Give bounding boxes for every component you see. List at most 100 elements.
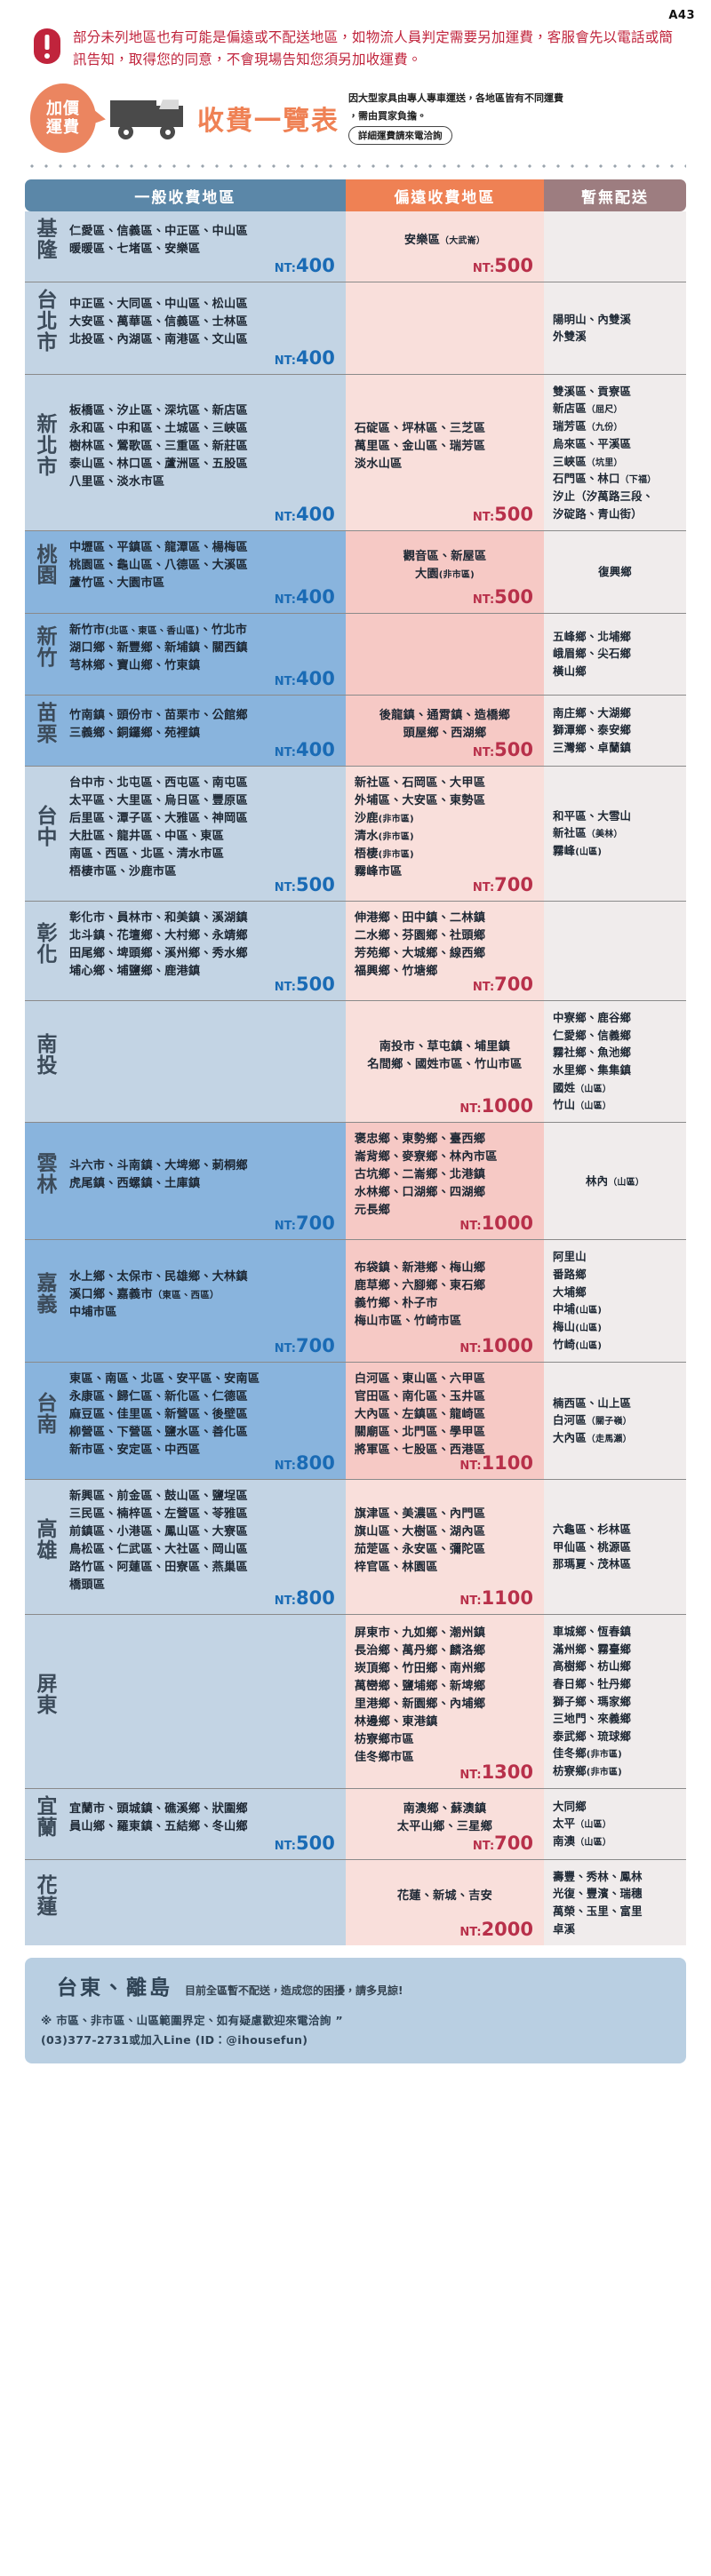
table-row: 桃園 中壢區、平鎮區、龍潭區、楊梅區 桃園區、龜山區、八德區、大溪區 蘆竹區、大園市區… xyxy=(25,531,686,614)
normal-price: NT:400 xyxy=(274,667,335,689)
province-label: 高雄 xyxy=(36,1518,58,1563)
bubble-line-2: 運費 xyxy=(46,118,80,138)
banner-desc-line-2: ，需由買家負擔。 xyxy=(348,109,427,122)
cell-remote-area: 石碇區、坪林區、三芝區 萬里區、金山區、瑞芳區 淡水山區 NT:500 xyxy=(345,374,545,531)
remote-price: NT:700 xyxy=(472,974,534,996)
remote-area-list: 伸港鄉、田中鎮、二林鎮 二水鄉、芬園鄉、社頭鄉 芳苑鄉、大城鄉、線西鄉 福興鄉、竹塘鄉 xyxy=(354,910,486,979)
province-label: 南投 xyxy=(36,1032,58,1077)
cell-remote-area: 伸港鄉、田中鎮、二林鎮 二水鄉、芬園鄉、社頭鄉 芳苑鄉、大城鄉、線西鄉 福興鄉、竹塘鄉… xyxy=(345,901,545,1001)
cell-no-delivery-area: 壽豐、秀林、鳳林 光復、豐濱、瑞穗 萬榮、玉里、富里 卓溪 xyxy=(544,1859,686,1946)
remote-price: NT:1000 xyxy=(459,1095,534,1117)
contact-pill[interactable]: 詳細運費請來電洽詢 xyxy=(348,126,452,146)
remote-area-list: 布袋鎮、新港鄉、梅山鄉 鹿草鄉、六腳鄉、東石鄉 義竹鄉、朴子市 梅山市區、竹崎市區 xyxy=(354,1260,486,1329)
province-label: 苗栗 xyxy=(36,701,58,746)
normal-area-list: 台中市、北屯區、西屯區、南屯區 太平區、大里區、烏日區、豐原區 后里區、潭子區、大雅… xyxy=(69,775,248,879)
table-row: 新竹 新竹市(北區、東區、香山區)、竹北市 湖口鄉、新豐鄉、新埔鎮、關西鎮 芎林鄉、寶… xyxy=(25,613,686,696)
normal-price: NT:400 xyxy=(274,504,335,526)
cell-no-delivery-area: 五峰鄉、北埔鄉 峨眉鄉、尖石鄉 橫山鄉 xyxy=(544,613,686,695)
cell-no-delivery-area: 雙溪區、貢寮區 新店區（屈尺） 瑞芳區（九份） 烏來區、平溪區 三峽區（坑里） 石門區、林… xyxy=(544,374,686,531)
remote-area-list: 新社區、石岡區、大甲區 外埔區、大安區、東勢區 沙鹿(非市區) 清水(非市區) 梧棲(非… xyxy=(354,775,486,879)
table-row: 新北市 板橋區、汐止區、深坑區、新店區 永和區、中和區、土城區、三峽區 樹林區、鶯歌區… xyxy=(25,374,686,532)
normal-area-list: 斗六市、斗南鎮、大埤鄉、莿桐鄉 虎尾鎮、西螺鎮、土庫鎮 xyxy=(69,1159,248,1191)
remote-price: NT:1300 xyxy=(459,1761,534,1784)
province-label: 新竹 xyxy=(36,624,58,670)
no-delivery-area-list: 六龜區、杉林區 甲仙區、桃源區 那瑪夏、茂林區 xyxy=(553,1523,632,1571)
province-label: 新北市 xyxy=(36,413,58,479)
cell-no-delivery-area: 南庄鄉、大湖鄉 獅潭鄉、泰安鄉 三灣鄉、卓蘭鎮 xyxy=(544,695,686,766)
dotted-divider xyxy=(25,163,686,170)
normal-area-list: 東區、南區、北區、安平區、安南區 永康區、歸仁區、新化區、仁德區 麻豆區、佳里區、新… xyxy=(69,1371,260,1457)
table-row: 台北市 中正區、大同區、中山區、松山區 大安區、萬華區、信義區、士林區 北投區、內湖區… xyxy=(25,282,686,375)
table-row: 南投 南投市、草屯鎮、埔里鎮 名間鄉、國姓市區、竹山市區 NT:1000 中寮鄉、鹿谷鄉… xyxy=(25,1001,686,1124)
no-delivery-area-list: 復興鄉 xyxy=(598,565,632,579)
cell-remote-area: 布袋鎮、新港鄉、梅山鄉 鹿草鄉、六腳鄉、東石鄉 義竹鄉、朴子市 梅山市區、竹崎市區 NT… xyxy=(345,1240,545,1362)
table-body: 基隆 仁愛區、信義區、中正區、中山區 暖暖區、七堵區、安樂區 NT:400 安樂區（大武… xyxy=(25,211,686,1946)
cell-normal-area: 屏東 xyxy=(25,1615,346,1789)
cell-remote-area: 安樂區（大武崙） NT:500 xyxy=(345,211,545,282)
truck-wheel-front xyxy=(160,124,175,140)
column-header-remote: 偏遠收費地區 xyxy=(345,179,545,212)
no-delivery-area-list: 林內（山區） xyxy=(586,1173,644,1188)
normal-price: NT:800 xyxy=(274,1451,335,1474)
province-label: 台南 xyxy=(36,1391,58,1436)
remote-area-list: 南投市、草屯鎮、埔里鎮 名間鄉、國姓市區、竹山市區 xyxy=(367,1039,523,1071)
bubble-line-1: 加價 xyxy=(46,99,80,118)
remote-price: NT:500 xyxy=(472,738,534,760)
province-label: 桃園 xyxy=(36,543,58,588)
remote-area-list: 後龍鎮、通霄鎮、造橋鄉 頭屋鄉、西湖鄉 xyxy=(379,708,511,740)
no-delivery-area-list: 和平區、大雪山 新社區（美林） 霧峰(山區) xyxy=(553,808,632,857)
cell-remote-area: 旗津區、美濃區、內門區 旗山區、大樹區、湖內區 茄萣區、永安區、彌陀區 梓官區、林園區… xyxy=(345,1479,545,1615)
cell-normal-area: 桃園 中壢區、平鎮區、龍潭區、楊梅區 桃園區、龜山區、八德區、大溪區 蘆竹區、大園市區… xyxy=(25,531,346,613)
cell-no-delivery-area: 林內（山區） xyxy=(544,1123,686,1240)
province-label: 屏東 xyxy=(36,1673,58,1718)
cell-remote-area: 褒忠鄉、東勢鄉、臺西鄉 崙背鄉、麥寮鄉、林內市區 古坑鄉、二崙鄉、北港鎮 水林鄉、口湖… xyxy=(345,1123,545,1240)
banner-title: 收費一覽表 xyxy=(197,106,340,138)
remote-price: NT:2000 xyxy=(459,1919,534,1941)
cell-no-delivery-area: 車城鄉、恆春鎮 滿州鄉、霧臺鄉 高樹鄉、枋山鄉 春日鄉、牡丹鄉 獅子鄉、瑪家鄉 三地門、來… xyxy=(544,1615,686,1789)
province-label: 台中 xyxy=(36,804,58,849)
notice-banner: 部分未列地區也有可能是偏遠或不配送地區，如物流人員判定需要另加運費，客服會先以電… xyxy=(0,0,711,71)
normal-price: NT:400 xyxy=(274,585,335,608)
province-label: 彰化 xyxy=(36,922,58,966)
cell-normal-area: 台北市 中正區、大同區、中山區、松山區 大安區、萬華區、信義區、士林區 北投區、內湖區… xyxy=(25,282,346,374)
cell-remote-area: 後龍鎮、通霄鎮、造橋鄉 頭屋鄉、西湖鄉 NT:500 xyxy=(345,695,545,766)
surcharge-bubble: 加價 運費 xyxy=(30,83,96,154)
remote-price: NT:700 xyxy=(472,873,534,895)
normal-area-list: 宜蘭市、頭城鎮、礁溪鄉、狀圍鄉 員山鄉、羅東鎮、五結鄉、冬山鄉 xyxy=(69,1801,248,1833)
remote-area-list: 南澳鄉、蘇澳鎮 太平山鄉、三星鄉 xyxy=(396,1801,492,1833)
cell-no-delivery-area: 中寮鄉、鹿谷鄉 仁愛鄉、信義鄉 霧社鄉、魚池鄉 水里鄉、集集鎮 國姓（山區） 竹山（山區） xyxy=(544,1001,686,1123)
province-label: 基隆 xyxy=(36,218,58,263)
remote-area-list: 褒忠鄉、東勢鄉、臺西鄉 崙背鄉、麥寮鄉、林內市區 古坑鄉、二崙鄉、北港鎮 水林鄉、口湖… xyxy=(354,1133,498,1218)
remote-area-list: 白河區、東山區、六甲區 官田區、南化區、玉井區 大內區、左鎮區、龍崎區 關廟區、北門區… xyxy=(354,1371,486,1457)
remote-price: NT:500 xyxy=(472,255,534,277)
islands-header: 台東、離島 目前全區暫不配送，造成您的困擾，請多見諒! xyxy=(41,1970,670,2000)
province-label: 台北市 xyxy=(36,289,58,354)
cell-normal-area: 高雄 新興區、前金區、鼓山區、鹽埕區 三民區、楠梓區、左營區、苓雅區 前鎮區、小港區、… xyxy=(25,1479,346,1615)
table-row: 高雄 新興區、前金區、鼓山區、鹽埕區 三民區、楠梓區、左營區、苓雅區 前鎮區、小港區、… xyxy=(25,1479,686,1616)
cell-normal-area: 嘉義 水上鄉、太保市、民雄鄉、大林鎮 溪口鄉、嘉義市（東區、西區） 中埔市區 NT:70… xyxy=(25,1240,346,1362)
normal-price: NT:400 xyxy=(274,346,335,369)
cell-normal-area: 台南 東區、南區、北區、安平區、安南區 永康區、歸仁區、新化區、仁德區 麻豆區、佳里區… xyxy=(25,1362,346,1479)
islands-title: 台東、離島 xyxy=(57,1976,172,2000)
islands-section: 台東、離島 目前全區暫不配送，造成您的困擾，請多見諒! ※ 市區、非市區、山區範… xyxy=(25,1958,686,2064)
no-delivery-area-list: 壽豐、秀林、鳳林 光復、豐濱、瑞穗 萬榮、玉里、富里 卓溪 xyxy=(553,1869,643,1936)
province-label: 花蓮 xyxy=(36,1873,58,1919)
table-header-row: 一般收費地區 偏遠收費地區 暫無配送 xyxy=(25,179,686,212)
remote-price: NT:1100 xyxy=(459,1451,534,1474)
table-row: 雲林 斗六市、斗南鎮、大埤鄉、莿桐鄉 虎尾鎮、西螺鎮、土庫鎮 NT:700 褒忠鄉、東勢… xyxy=(25,1123,686,1241)
table-row: 台南 東區、南區、北區、安平區、安南區 永康區、歸仁區、新化區、仁德區 麻豆區、佳里區… xyxy=(25,1362,686,1480)
cell-no-delivery-area: 楠西區、山上區 白河區（關子嶺） 大內區（走馬瀨） xyxy=(544,1362,686,1479)
no-delivery-area-list: 中寮鄉、鹿谷鄉 仁愛鄉、信義鄉 霧社鄉、魚池鄉 水里鄉、集集鎮 國姓（山區） 竹山（山區） xyxy=(553,1011,632,1112)
footer-line-2[interactable]: (03)377-2731或加入Line (ID：@ihousefun) xyxy=(41,2032,308,2047)
cell-no-delivery-area xyxy=(544,211,686,282)
remote-area-list: 安樂區（大武崙） xyxy=(403,234,485,248)
cell-no-delivery-area: 陽明山、內雙溪 外雙溪 xyxy=(544,282,686,374)
normal-area-list: 水上鄉、太保市、民雄鄉、大林鎮 溪口鄉、嘉義市（東區、西區） 中埔市區 xyxy=(69,1269,248,1320)
cell-remote-area: 新社區、石岡區、大甲區 外埔區、大安區、東勢區 沙鹿(非市區) 清水(非市區) 梧棲(非… xyxy=(345,766,545,901)
remote-area-list: 花蓮、新城、吉安 xyxy=(396,1889,492,1904)
normal-price: NT:400 xyxy=(274,255,335,277)
cell-remote-area: 觀音區、新屋區 大園(非市區) NT:500 xyxy=(345,531,545,613)
normal-price: NT:500 xyxy=(274,873,335,895)
cell-remote-area xyxy=(345,613,545,695)
remote-price: NT:700 xyxy=(472,1832,534,1854)
